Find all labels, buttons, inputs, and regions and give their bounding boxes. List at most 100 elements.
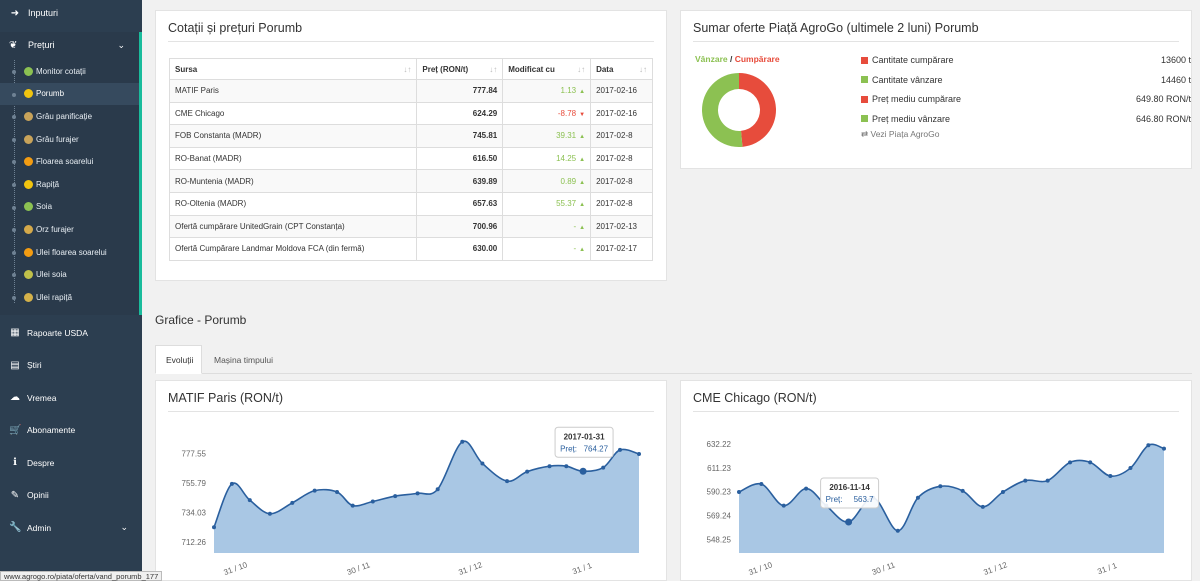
sidebar-item-știri[interactable]: ▤ Știri bbox=[0, 349, 142, 382]
price-point bbox=[564, 464, 569, 469]
sort-icon[interactable]: ↓↑ bbox=[577, 64, 586, 74]
sidebar-item-preturi[interactable]: ❦ Prețuri ⌄ bbox=[0, 32, 139, 58]
donut-legend: Vânzare / Cumpărare bbox=[695, 54, 780, 64]
sidebar-subitem-ulei-soia[interactable]: Ulei soia bbox=[0, 263, 139, 286]
chart-tabs: Evoluții Mașina timpului bbox=[155, 345, 1192, 374]
tab-masina-timpului[interactable]: Mașina timpului bbox=[214, 354, 274, 365]
cell-price: 639.89 bbox=[416, 169, 504, 193]
charts-section-title: Grafice - Porumb bbox=[155, 313, 247, 327]
sidebar-submenu: Monitor cotații Porumb Grâu panificație Grâ… bbox=[0, 58, 139, 315]
gauge-icon bbox=[24, 66, 33, 76]
table-row: MATIF Paris 777.84 1.13 ▲ 2017-02-16 bbox=[168, 79, 653, 103]
cell-source: RO-Banat (MADR) bbox=[168, 146, 418, 171]
change-value: 1.13 bbox=[560, 86, 577, 96]
prices-panel: Cotații și prețuri Porumb Sursa ↓↑ Preț (… bbox=[155, 10, 667, 281]
matif-price-chart[interactable]: 777.55 755.79 734.03 712.26 31 / 10 30 / 11 31… bbox=[156, 423, 668, 581]
price-point bbox=[895, 528, 900, 533]
sidebar-subitem-floarea-soarelui[interactable]: Floarea soarelui bbox=[0, 150, 139, 173]
chevron-down-icon: ⌄ bbox=[120, 522, 128, 533]
y-tick-label: 548.25 bbox=[707, 536, 732, 545]
table-icon: ▦ bbox=[10, 327, 20, 339]
column-header-modificat[interactable]: Modificat cu ↓↑ bbox=[502, 58, 592, 80]
summary-row-value: 13600 t bbox=[1160, 55, 1191, 65]
sidebar-item-admin[interactable]: 🔧 Admin ⌄ bbox=[0, 512, 142, 545]
tooltip-date: 2017-01-31 bbox=[564, 432, 605, 441]
sidebar-subitem-soia[interactable]: Soia bbox=[0, 196, 139, 219]
summary-row-label: Preț mediu vânzare bbox=[872, 113, 951, 124]
tooltip-price-value: 563.7 bbox=[854, 495, 875, 504]
price-point bbox=[415, 491, 420, 496]
sidebar-subitem-grâu-panificație[interactable]: Grâu panificație bbox=[0, 105, 139, 128]
tab-evolutii[interactable]: Evoluții bbox=[155, 345, 202, 374]
price-point bbox=[1128, 466, 1133, 471]
price-point bbox=[505, 479, 510, 484]
cell-date: 2017-02-13 bbox=[590, 214, 653, 239]
sidebar-item-label: Opinii bbox=[27, 490, 49, 501]
price-point bbox=[938, 484, 943, 489]
price-point bbox=[1068, 460, 1073, 465]
column-header-pret[interactable]: Preț (RON/t) ↓↑ bbox=[416, 58, 504, 80]
column-header-data[interactable]: Data ↓↑ bbox=[590, 58, 653, 80]
tooltip-box bbox=[554, 426, 614, 458]
table-header-row: Sursa ↓↑ Preț (RON/t) ↓↑ Modificat cu ↓↑ Da… bbox=[168, 58, 653, 80]
change-value: 0.89 bbox=[560, 176, 577, 186]
price-line bbox=[213, 440, 640, 528]
chevron-down-icon: ⌄ bbox=[117, 39, 125, 50]
column-header-sursa[interactable]: Sursa ↓↑ bbox=[168, 58, 418, 80]
caret-up-icon: ▲ bbox=[579, 179, 586, 186]
change-value: - bbox=[573, 244, 577, 254]
sidebar-item-vremea[interactable]: ☁ Vremea bbox=[0, 382, 142, 415]
color-swatch bbox=[861, 115, 868, 122]
cell-price: 745.81 bbox=[416, 124, 504, 148]
legend-buy-label: Cumpărare bbox=[734, 54, 780, 64]
sidebar-item-rapoarte-usda[interactable]: ▦ Rapoarte USDA bbox=[0, 317, 142, 350]
summary-row: Cantitate cumpărare 13600 t bbox=[861, 52, 1191, 68]
cell-change: 14.25 ▲ bbox=[502, 146, 592, 171]
sidebar-group-preturi: ❦ Prețuri ⌄ Monitor cotații Porumb Grâu pa… bbox=[0, 32, 142, 315]
y-tick-label: 712.26 bbox=[182, 538, 207, 547]
cell-price: 657.63 bbox=[416, 191, 504, 216]
price-point bbox=[290, 500, 295, 505]
sidebar-subitem-ulei-rapiță[interactable]: Ulei rapiță bbox=[0, 286, 139, 309]
sidebar-subitem-orz-furajer[interactable]: Orz furajer bbox=[0, 218, 139, 241]
x-tick-label: 31 / 12 bbox=[457, 560, 484, 577]
summary-row-label: Cantitate vânzare bbox=[872, 74, 943, 85]
sort-icon[interactable]: ↓↑ bbox=[489, 64, 498, 74]
sidebar-subitem-ulei-floarea-soarelui[interactable]: Ulei floarea soarelui bbox=[0, 241, 139, 264]
sidebar-item-label: Abonamente bbox=[27, 425, 76, 436]
sidebar-subitem-label: Soia bbox=[36, 202, 53, 212]
sidebar-subitem-label: Orz furajer bbox=[36, 224, 74, 234]
price-point bbox=[1045, 478, 1050, 483]
sidebar-item-label: Prețuri bbox=[28, 40, 55, 50]
sidebar-item-opinii[interactable]: ✎ Opinii bbox=[0, 479, 142, 512]
cell-date: 2017-02-8 bbox=[590, 169, 653, 193]
cme-price-chart[interactable]: 632.22 611.23 590.23 569.24 548.25 31 / 10 30 … bbox=[681, 423, 1193, 581]
change-value: 14.25 bbox=[556, 154, 577, 164]
agrogo-market-link[interactable]: ⇄ Vezi Piața AgroGo bbox=[861, 129, 940, 140]
sidebar-item-inputuri[interactable]: ➜ Inputuri bbox=[0, 0, 142, 26]
chart-title: MATIF Paris (RON/t) bbox=[168, 381, 654, 412]
oil-icon bbox=[24, 292, 33, 302]
caret-up-icon: ▲ bbox=[579, 157, 586, 164]
wheat-icon bbox=[24, 111, 33, 121]
summary-panel-title: Sumar oferte Piață AgroGo (ultimele 2 lu… bbox=[693, 11, 1179, 42]
leaf-icon: ❦ bbox=[9, 39, 18, 51]
price-point bbox=[1023, 478, 1028, 483]
cell-date: 2017-02-16 bbox=[590, 101, 653, 126]
sidebar-item-abonamente[interactable]: 🛒 Abonamente bbox=[0, 414, 142, 447]
x-tick-label: 30 / 11 bbox=[346, 560, 372, 577]
sort-icon[interactable]: ↓↑ bbox=[403, 64, 412, 74]
cell-source: RO-Muntenia (MADR) bbox=[168, 169, 418, 193]
sidebar-item-despre[interactable]: ℹ Despre bbox=[0, 447, 142, 480]
sidebar-subitem-porumb[interactable]: Porumb bbox=[0, 82, 139, 106]
sidebar-subitem-rapiță[interactable]: Rapiță bbox=[0, 173, 139, 196]
x-tick-label: 30 / 11 bbox=[871, 560, 897, 577]
agrogo-market-link-label: Vezi Piața AgroGo bbox=[870, 129, 940, 139]
sort-icon[interactable]: ↓↑ bbox=[639, 64, 647, 74]
cell-change: - ▲ bbox=[502, 214, 592, 239]
sidebar-item-label: Admin bbox=[27, 522, 52, 533]
sidebar-subitem-monitor-cotații[interactable]: Monitor cotații bbox=[0, 60, 139, 83]
legend-sell-label: Vânzare bbox=[695, 54, 728, 64]
legend-separator: / bbox=[727, 54, 735, 64]
sidebar-subitem-grâu-furajer[interactable]: Grâu furajer bbox=[0, 128, 139, 151]
